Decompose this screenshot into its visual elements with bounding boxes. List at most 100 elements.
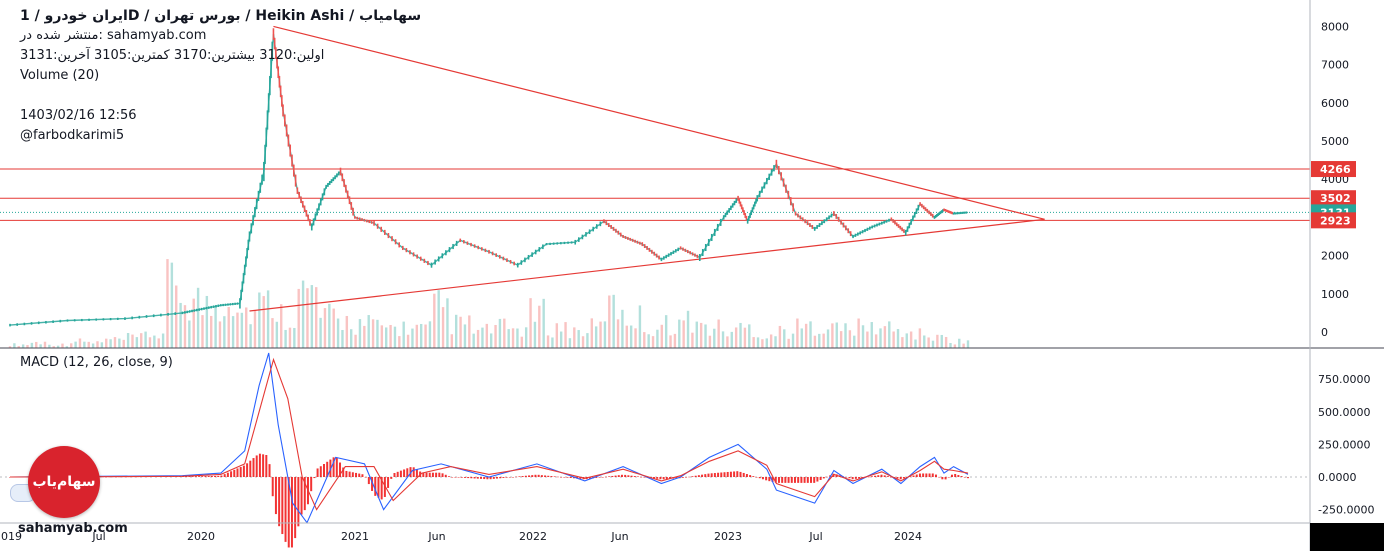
price-candle	[9, 323, 11, 327]
price-candle	[273, 37, 276, 50]
price-candle	[240, 289, 242, 301]
price-candle	[131, 316, 133, 320]
price-candle	[816, 224, 818, 229]
macd-histogram-bar	[297, 477, 300, 527]
volume-bar	[398, 336, 401, 348]
macd-histogram-bar	[624, 474, 627, 477]
macd-histogram-bar	[185, 476, 188, 477]
volume-bar	[196, 287, 200, 348]
volume-bar	[765, 338, 768, 348]
trendline[interactable]	[273, 25, 1045, 220]
price-candle	[578, 237, 580, 242]
volume-bar	[280, 304, 283, 348]
price-candle	[655, 253, 658, 258]
price-candle	[806, 221, 809, 226]
price-candle	[296, 187, 299, 194]
volume-bar	[603, 321, 607, 348]
price-candle	[811, 224, 814, 229]
price-candle	[239, 298, 241, 309]
volume-bar	[380, 325, 384, 348]
volume-bar	[927, 337, 930, 348]
price-candle	[200, 307, 203, 311]
price-candle	[752, 204, 755, 210]
macd-histogram-bar	[553, 476, 556, 477]
price-candle	[830, 213, 833, 218]
price-candle	[921, 203, 923, 208]
volume-bar	[516, 328, 519, 348]
volume-bar	[39, 344, 42, 348]
price-candle	[267, 93, 270, 113]
macd-histogram-bar	[361, 474, 364, 477]
macd-histogram-bar	[531, 475, 534, 477]
macd-histogram-bar	[521, 476, 524, 477]
price-candle	[698, 254, 701, 262]
volume-bar	[446, 298, 449, 348]
volume-bar	[831, 323, 834, 348]
price-candle	[641, 242, 644, 247]
volume-bar	[43, 341, 47, 348]
macd-axis-tick-label: -250.0000	[1318, 504, 1374, 517]
macd-histogram-bar	[768, 477, 771, 482]
price-candle	[785, 184, 787, 193]
macd-histogram-bar	[787, 477, 790, 483]
trendline[interactable]	[249, 218, 1045, 312]
macd-histogram-bar	[704, 474, 707, 477]
price-candle	[733, 200, 736, 206]
price-candle	[222, 303, 224, 307]
price-candle	[813, 226, 816, 231]
volume-bar	[310, 285, 314, 348]
volume-bar	[459, 316, 462, 348]
price-candle	[307, 214, 309, 222]
macd-histogram-bar	[880, 474, 883, 477]
macd-histogram-bar	[902, 477, 905, 479]
price-candle	[639, 241, 641, 245]
price-candle	[217, 304, 220, 307]
price-candle	[255, 198, 258, 210]
price-candle	[899, 225, 902, 230]
price-candle	[124, 317, 126, 320]
price-candle	[956, 212, 959, 215]
macd-histogram-bar	[348, 471, 351, 477]
volume-bar	[923, 335, 926, 348]
macd-histogram-bar	[358, 473, 361, 477]
price-candle	[888, 218, 890, 222]
time-axis-tick-label: Jul	[808, 530, 822, 543]
price-candle	[401, 245, 404, 251]
price-candle	[303, 205, 306, 213]
price-candle	[663, 256, 665, 260]
price-candle	[477, 245, 480, 250]
price-candle	[885, 219, 888, 223]
price-candle	[937, 213, 939, 217]
price-candle	[859, 231, 862, 235]
macd-histogram-bar	[701, 474, 704, 477]
price-candle	[245, 256, 247, 267]
price-candle	[264, 144, 266, 164]
price-candle	[679, 246, 682, 250]
macd-histogram-bar	[720, 472, 723, 477]
price-candle	[768, 173, 771, 180]
macd-histogram-bar	[633, 476, 636, 477]
price-pane[interactable]	[0, 25, 1310, 348]
macd-histogram-bar	[822, 477, 825, 479]
macd-histogram-bar	[537, 474, 540, 477]
macd-pane[interactable]	[0, 352, 1310, 548]
macd-histogram-bar	[204, 476, 207, 477]
volume-bar	[100, 342, 104, 348]
price-candle	[936, 214, 938, 217]
volume-bar	[761, 339, 764, 348]
price-candle	[160, 313, 162, 317]
volume-bar	[183, 305, 187, 348]
price-candle	[552, 242, 555, 245]
volume-bar	[551, 337, 554, 348]
macd-histogram-bar	[681, 477, 684, 478]
price-candle	[502, 256, 505, 261]
volume-bar	[883, 326, 887, 348]
price-candle	[749, 213, 751, 218]
volume-bar	[454, 314, 458, 348]
price-candle	[481, 247, 483, 251]
macd-histogram-bar	[210, 475, 213, 477]
price-candle	[938, 212, 941, 216]
price-candle	[890, 217, 893, 222]
volume-bar	[363, 325, 366, 348]
